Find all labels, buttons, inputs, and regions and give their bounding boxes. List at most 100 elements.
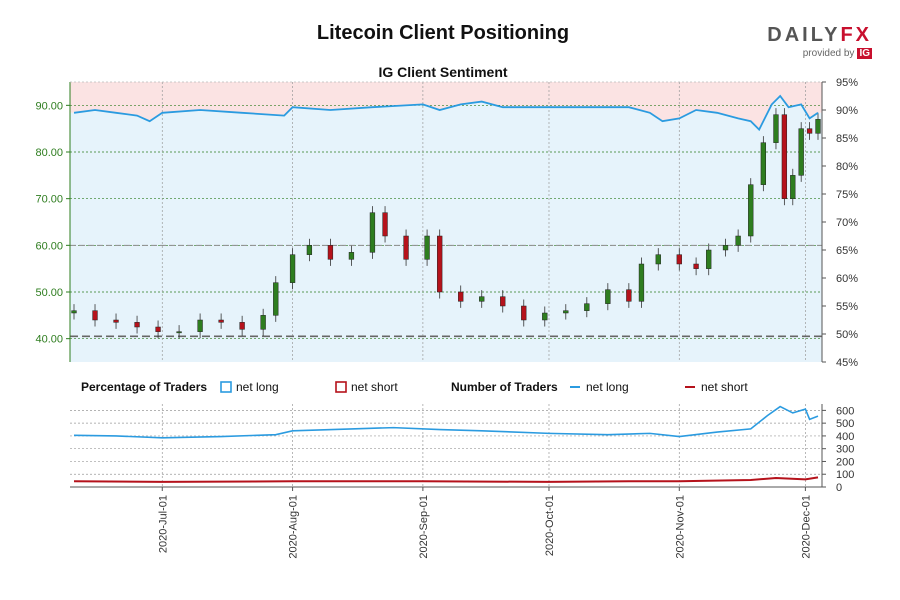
price-tick-label: 90.00 xyxy=(35,100,63,112)
candle xyxy=(638,263,645,302)
traders-tick-label: 400 xyxy=(836,431,854,443)
legend-pct-title: Percentage of Traders xyxy=(81,380,207,394)
candle xyxy=(584,303,590,311)
candle xyxy=(71,310,77,314)
legend-num-long: net long xyxy=(586,380,629,394)
traders-tick-label: 600 xyxy=(836,405,854,417)
candle xyxy=(626,289,632,302)
candle xyxy=(676,254,682,265)
x-tick-label: 2020-Aug-01 xyxy=(288,495,300,559)
pct-tick-label: 75% xyxy=(836,189,858,201)
candle xyxy=(798,128,804,176)
pct-tick-label: 50% xyxy=(836,329,858,341)
x-tick-label: 2020-Nov-01 xyxy=(674,495,686,559)
pct-tick-label: 45% xyxy=(836,357,858,369)
price-tick-label: 40.00 xyxy=(35,334,63,346)
candle xyxy=(113,319,119,323)
legend-pct-long: net long xyxy=(236,380,279,394)
candle xyxy=(273,282,279,316)
brand-word-left: DAILY xyxy=(767,24,841,46)
brand-word-right: FX xyxy=(840,24,872,46)
net-long-area xyxy=(70,96,822,362)
candle xyxy=(655,254,661,265)
pct-tick-label: 80% xyxy=(836,161,858,173)
x-tick-label: 2020-Dec-01 xyxy=(800,495,812,559)
legend-pct-short-swatch xyxy=(335,381,347,393)
candle xyxy=(289,254,296,283)
legend: Percentage of Traders net long net short… xyxy=(81,380,748,394)
candle xyxy=(382,212,388,237)
candle xyxy=(706,249,712,269)
candle xyxy=(815,119,821,134)
candle xyxy=(563,310,569,314)
traders-tick-label: 300 xyxy=(836,444,854,456)
candle xyxy=(790,175,796,199)
candle xyxy=(773,114,779,143)
price-tick-label: 50.00 xyxy=(35,287,63,299)
candle xyxy=(218,319,224,323)
candle xyxy=(176,331,182,334)
legend-pct-long-swatch xyxy=(220,381,232,393)
price-tick-label: 80.00 xyxy=(35,147,63,159)
ig-logo: IG xyxy=(857,48,872,59)
candle xyxy=(693,263,699,269)
candle xyxy=(92,310,98,321)
legend-pct-short: net short xyxy=(351,380,398,394)
x-tick-label: 2020-Jul-01 xyxy=(157,495,169,553)
net-short-area xyxy=(70,82,822,130)
candle xyxy=(781,114,788,199)
dailyfx-logo: DAILYFX provided by IG xyxy=(752,24,872,59)
num-long-line xyxy=(73,405,819,439)
candle xyxy=(605,289,611,304)
candle xyxy=(369,212,376,253)
candle xyxy=(197,319,203,332)
pct-tick-label: 70% xyxy=(836,217,858,229)
candle xyxy=(722,245,729,251)
brand-provided-by: provided by xyxy=(802,48,855,59)
candle xyxy=(479,296,485,302)
traders-tick-label: 500 xyxy=(836,418,854,430)
price-tick-label: 60.00 xyxy=(35,240,63,252)
traders-tick-label: 100 xyxy=(836,469,854,481)
candle xyxy=(458,291,464,302)
chart-title: Litecoin Client Positioning xyxy=(316,22,570,44)
candle xyxy=(424,235,430,260)
sentiment-panel: 40.00 50.00 60.00 70.00 80.00 90.00 45% 50% 55% 6… xyxy=(35,77,858,369)
traders-background xyxy=(70,404,822,487)
legend-num-title: Number of Traders xyxy=(451,380,558,394)
pct-tick-label: 95% xyxy=(836,77,858,89)
candle xyxy=(760,142,767,185)
pct-tick-label: 85% xyxy=(836,133,858,145)
candle xyxy=(260,315,266,330)
x-axis: 2020-Jul-01 2020-Aug-01 2020-Sep-01 2020-Oc… xyxy=(157,487,812,559)
candle xyxy=(500,296,506,307)
candle xyxy=(327,245,334,260)
price-tick-label: 70.00 xyxy=(35,194,63,206)
pct-long-line xyxy=(73,94,819,132)
candle xyxy=(735,235,741,246)
pct-tick-label: 65% xyxy=(836,245,858,257)
candle xyxy=(134,322,140,328)
candle xyxy=(306,245,313,255)
pct-tick-label: 60% xyxy=(836,273,858,285)
pct-tick-label: 90% xyxy=(836,105,858,117)
pct-tick-label: 55% xyxy=(836,301,858,313)
num-short-line xyxy=(73,476,819,483)
traders-tick-label: 200 xyxy=(836,456,854,468)
candle xyxy=(806,128,813,134)
legend-num-short: net short xyxy=(701,380,748,394)
traders-tick-label: 0 xyxy=(836,482,842,494)
x-tick-label: 2020-Oct-01 xyxy=(544,495,556,556)
candle xyxy=(155,326,161,332)
candle xyxy=(403,235,409,260)
chart-subtitle: IG Client Sentiment xyxy=(378,64,508,80)
candle xyxy=(348,252,355,260)
candle xyxy=(521,305,527,321)
candle xyxy=(239,322,245,330)
x-tick-label: 2020-Sep-01 xyxy=(418,495,430,559)
candle xyxy=(542,312,548,321)
candle xyxy=(748,184,754,237)
candle xyxy=(437,235,443,293)
